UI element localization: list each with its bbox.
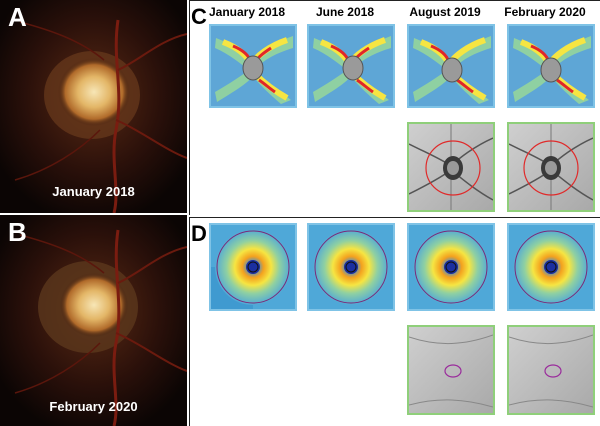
rnfl-map-feb-2020: [507, 24, 595, 108]
panel-letter-a: A: [8, 2, 27, 32]
macula-map-aug-2019: [407, 223, 495, 311]
rnfl-thickness-map-icon: [509, 26, 593, 106]
rnfl-map-jun-2018: [307, 24, 395, 108]
ir-disc-aug-2019: [407, 122, 495, 212]
fundus-photo-b: B February 2020: [0, 215, 187, 426]
rnfl-panel-c: C January 2018 June 2018 August 2019 Feb…: [189, 0, 600, 215]
macula-map-jun-2018: [307, 223, 395, 311]
infrared-fundus-icon: [409, 124, 493, 210]
panel-caption-b: February 2020: [49, 399, 138, 414]
panel-letter-d: D: [191, 221, 207, 246]
panel-letter-b: B: [8, 217, 27, 247]
rnfl-thickness-map-icon: [211, 26, 295, 106]
ir-macula-feb-2020: [507, 325, 595, 415]
column-header-1: January 2018: [208, 5, 286, 19]
column-header-2: June 2018: [315, 5, 375, 19]
optic-disc-photo-icon: [0, 0, 187, 213]
macular-thickness-map-icon: [409, 225, 493, 309]
rnfl-map-aug-2019: [407, 24, 495, 108]
macular-thickness-map-icon: [211, 225, 295, 309]
frame-top: [189, 217, 600, 218]
macula-map-jan-2018: [209, 223, 297, 311]
rnfl-map-jan-2018: [209, 24, 297, 108]
macular-thickness-map-icon: [309, 225, 393, 309]
fundus-photo-a: A January 2018: [0, 0, 187, 213]
panel-letter-c: C: [191, 4, 207, 29]
ir-disc-feb-2020: [507, 122, 595, 212]
frame-top: [189, 0, 600, 1]
infrared-fundus-icon: [509, 124, 593, 210]
frame-left: [189, 217, 190, 426]
ir-macula-aug-2019: [407, 325, 495, 415]
rnfl-thickness-map-icon: [409, 26, 493, 106]
column-header-3: August 2019: [409, 5, 481, 19]
panel-caption-a: January 2018: [52, 184, 135, 199]
column-header-4: February 2020: [504, 5, 586, 19]
rnfl-thickness-map-icon: [309, 26, 393, 106]
infrared-fundus-icon: [409, 327, 493, 413]
optic-disc-photo-icon: [0, 215, 187, 426]
macula-panel-d: D: [189, 217, 600, 426]
macular-thickness-map-icon: [509, 225, 593, 309]
frame-left: [189, 0, 190, 215]
infrared-fundus-icon: [509, 327, 593, 413]
macula-map-feb-2020: [507, 223, 595, 311]
